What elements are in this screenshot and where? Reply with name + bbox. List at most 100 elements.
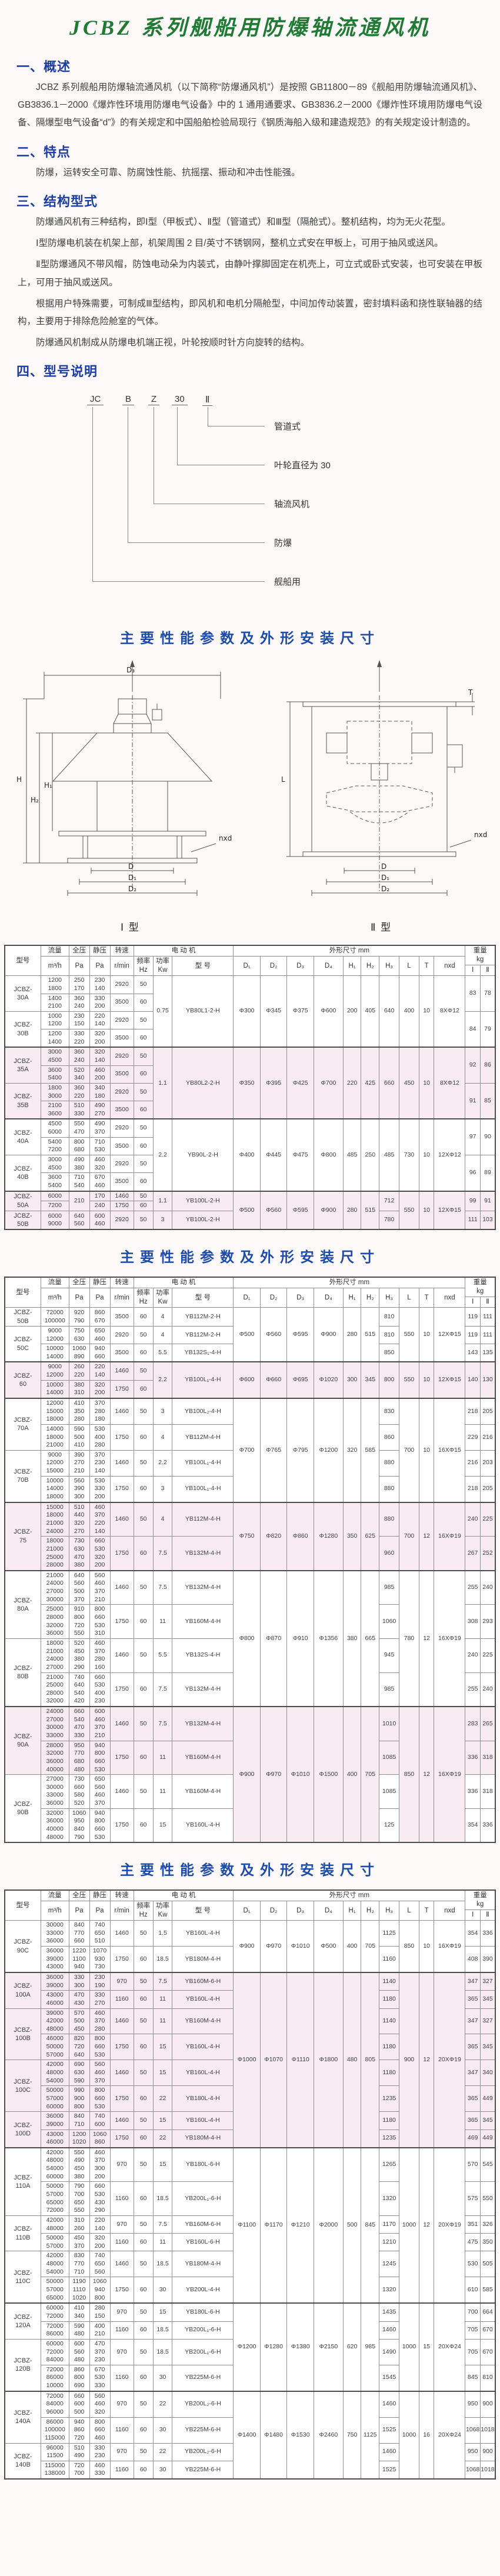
table-cell: YB225M-6-H bbox=[172, 2417, 234, 2444]
paragraph: 防爆通风机有三种结构，即Ⅰ型（甲板式）、Ⅱ型（管道式）和Ⅲ型（隔舱式）。整机结构… bbox=[36, 216, 451, 227]
table-cell: 60 bbox=[133, 2233, 154, 2252]
table-cell: 170 bbox=[89, 1190, 111, 1202]
table-cell: YB112M-2-H bbox=[172, 1325, 234, 1345]
table-cell: 550 bbox=[399, 1307, 419, 1362]
table-cell: 7.5 bbox=[152, 1706, 173, 1741]
table-cell: 10 bbox=[418, 975, 435, 1048]
table-cell: 900 bbox=[479, 2390, 496, 2418]
table-cell: YB180L-6-H bbox=[172, 2302, 234, 2322]
table-cell: Φ1200 bbox=[233, 2302, 261, 2392]
table-cell: 790 700 650 550 bbox=[68, 2181, 90, 2216]
table-cell: JCBZ- 90C bbox=[4, 1920, 41, 1973]
table-cell: 3000 4500 bbox=[40, 1155, 69, 1174]
table-cell: 10 bbox=[418, 1361, 435, 1399]
table-cell: YB160L-4-H bbox=[172, 1808, 234, 1843]
table-cell: 2920 bbox=[109, 1011, 134, 1030]
section-heading-structure: 三、结构型式 bbox=[16, 194, 98, 209]
table-cell: Pa bbox=[68, 1901, 90, 1921]
table-cell: YB160M-6-H bbox=[172, 1971, 234, 1991]
table-cell: YB100L-2-H bbox=[172, 1210, 234, 1230]
table-cell: 50 bbox=[133, 2215, 154, 2234]
table-cell: 50 bbox=[133, 1155, 154, 1174]
table-cell: 50 bbox=[133, 1774, 154, 1809]
table-cell: 690 630 590 bbox=[68, 2060, 90, 2087]
table-cell: Φ500 bbox=[313, 1920, 344, 1973]
table-cell: 2920 bbox=[109, 1118, 134, 1138]
table-cell: Φ1210 bbox=[286, 2147, 314, 2304]
table-cell: Φ1070 bbox=[259, 1971, 288, 2148]
table-cell: 30000 33000 36000 bbox=[40, 1920, 69, 1947]
table-cell: 490 370 bbox=[89, 1118, 111, 1138]
table-cell: 6000 9000 bbox=[40, 1210, 69, 1230]
table-cell: 390 bbox=[479, 1946, 496, 1973]
table-cell: 11 bbox=[152, 1740, 173, 1775]
table-cell: 230 190 bbox=[89, 1971, 111, 1991]
table-cell: 320 200 bbox=[89, 1029, 111, 1048]
table-cell: 740 650 560 bbox=[89, 2251, 111, 2278]
table-cell: 470 430 bbox=[68, 1990, 90, 2009]
table-cell: 280 bbox=[342, 1307, 362, 1362]
table-cell: Φ870 bbox=[259, 1569, 288, 1707]
table-cell: 60 bbox=[133, 1307, 154, 1327]
table-cell: 60 bbox=[133, 2417, 154, 2444]
table-cell: 119 bbox=[465, 1307, 481, 1327]
table-cell: 326 bbox=[479, 2215, 496, 2234]
table-cell: 1245 bbox=[379, 2251, 400, 2278]
table-cell: 550 bbox=[399, 1361, 419, 1399]
table-cell: 705 bbox=[361, 1706, 380, 1843]
table-cell: YB80L2-2-H bbox=[172, 1047, 234, 1119]
table-cell: 20XΦ24 bbox=[434, 2390, 466, 2480]
table-cell: 320 200 bbox=[89, 2233, 111, 2252]
table-cell: 电 动 机 bbox=[133, 945, 234, 957]
table-cell: 380 310 bbox=[68, 1379, 90, 1399]
table-cell: 50 bbox=[133, 1920, 154, 1947]
section-heading-overview: 一、概述 bbox=[16, 59, 71, 74]
table-cell: 外形尺寸 mm bbox=[233, 1889, 466, 1902]
table-cell: 2920 bbox=[109, 1082, 134, 1102]
table-cell: 970 bbox=[109, 2442, 134, 2461]
performance-heading-3: 主要性能参数及外形安装尺寸 bbox=[120, 1862, 380, 1879]
table-cell: 60 bbox=[133, 1475, 154, 1503]
table-cell: JCBZ- 75 bbox=[4, 1501, 41, 1571]
table-cell: 18.5 bbox=[152, 2251, 173, 2278]
installation-drawings: D₃ H H₂ H₁ nxd D D₁ D₂ T L nxd D D₁ D₂ Ⅰ… bbox=[0, 658, 500, 939]
table-cell: 3500 bbox=[109, 1029, 134, 1048]
table-cell: 92 bbox=[465, 1047, 481, 1084]
table-cell: 1320 bbox=[379, 2277, 400, 2304]
table-cell: 型号 bbox=[4, 1889, 41, 1921]
table-cell: H₂ bbox=[361, 1901, 380, 1921]
table-cell: Φ475 bbox=[286, 1118, 314, 1192]
table-cell: Φ600 bbox=[313, 975, 344, 1048]
table-cell: Φ345 bbox=[259, 975, 288, 1048]
table-cell: Φ795 bbox=[286, 1398, 314, 1503]
table-cell: r/min bbox=[109, 956, 134, 977]
table-cell: Φ1010 bbox=[286, 1920, 314, 1973]
table-cell: Φ900 bbox=[313, 1190, 344, 1230]
table-cell: 720 700 bbox=[68, 2460, 90, 2480]
table-cell: D₁ bbox=[233, 956, 261, 977]
table-cell: 218 bbox=[465, 1475, 481, 1503]
table-cell: JCBZ- 90A bbox=[4, 1706, 41, 1775]
table-cell: YB112M-4-H bbox=[172, 1501, 234, 1537]
table-cell: 1060 890 bbox=[68, 1344, 90, 1362]
table-cell: 255 bbox=[465, 1672, 481, 1707]
table-cell: 505 bbox=[479, 2251, 496, 2278]
table-cell: Φ425 bbox=[286, 1047, 314, 1119]
table-cell: Φ1280 bbox=[313, 1501, 344, 1571]
table-cell: JCBZ- 30A bbox=[4, 975, 41, 1012]
model-code-diagram: JC 舰船用 B 防爆 Z 轴流风机 30 叶轮直径为 30 Ⅱ 管道式 bbox=[0, 391, 500, 611]
table-cell: JCBZ- 70A bbox=[4, 1397, 41, 1451]
table-cell: JCBZ- 140A bbox=[4, 2390, 41, 2444]
table-cell: 510 440 320 270 bbox=[68, 1501, 90, 1537]
table-cell: 450 bbox=[399, 1047, 419, 1119]
table-cell: Pa bbox=[89, 1901, 111, 1921]
table-cell: YB180L-6-H bbox=[172, 2147, 234, 2182]
table-cell: YB100L₁-4-H bbox=[172, 1475, 234, 1503]
table-cell: 590 480 bbox=[68, 2321, 90, 2340]
table-cell: 50 bbox=[133, 2442, 154, 2461]
table-cell: 50 bbox=[133, 1397, 154, 1425]
table-cell: 60 bbox=[133, 1946, 154, 1973]
table-cell: 42000 48000 bbox=[40, 2215, 69, 2234]
table-cell: 11 bbox=[152, 2008, 173, 2035]
table-cell: 50 bbox=[133, 1971, 154, 1991]
